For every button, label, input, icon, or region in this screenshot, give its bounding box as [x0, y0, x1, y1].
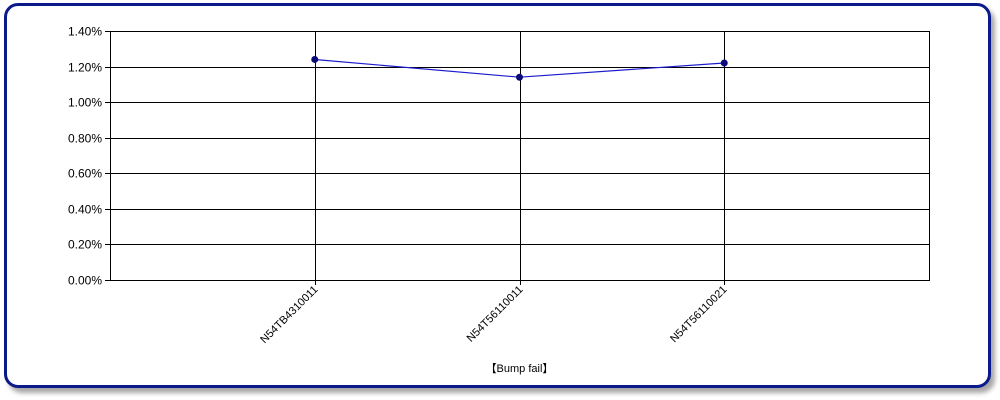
data-point	[720, 59, 728, 67]
x-tick-labels: N54TB4310011 N54T56110011 N54T56110021	[258, 284, 729, 346]
series	[311, 55, 728, 81]
y-tick-label: 0.60%	[68, 167, 102, 181]
y-tick-label: 0.20%	[68, 238, 102, 252]
x-tick-label: N54TB4310011	[258, 284, 320, 346]
y-tick-label: 1.00%	[68, 96, 102, 110]
y-tick-label: 1.20%	[68, 61, 102, 75]
y-tick-label: 0.40%	[68, 203, 102, 217]
y-tick-label: 0.00%	[68, 274, 102, 288]
data-point	[311, 55, 319, 63]
y-tick-label: 0.80%	[68, 132, 102, 146]
axes	[105, 31, 930, 285]
y-tick-label: 1.40%	[68, 25, 102, 39]
x-axis-label: 【Bump fail】	[486, 362, 554, 375]
x-tick-label: N54T56110021	[668, 284, 730, 346]
y-tick-labels: 0.00% 0.20% 0.40% 0.60% 0.80% 1.00% 1.20% 1.40%	[68, 25, 102, 288]
plot-border	[110, 31, 930, 281]
grid-lines	[110, 31, 929, 281]
x-tick-label: N54T56110011	[465, 284, 526, 345]
data-point	[516, 73, 523, 81]
